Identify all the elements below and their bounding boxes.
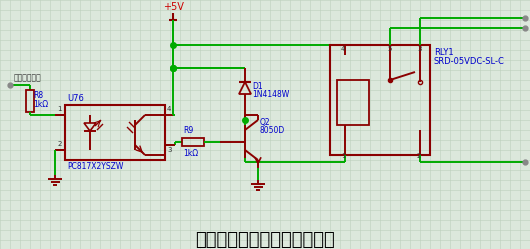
Text: 8050D: 8050D: [260, 126, 285, 135]
Text: 3: 3: [167, 147, 172, 153]
Text: PC817X2YSZW: PC817X2YSZW: [67, 162, 123, 171]
Text: 1: 1: [57, 106, 62, 112]
Text: 3: 3: [417, 46, 421, 52]
Text: 输入电平控制: 输入电平控制: [14, 73, 42, 82]
Text: D1: D1: [252, 82, 263, 91]
Text: 4: 4: [341, 46, 346, 52]
Bar: [330, 45, 430, 155]
Text: 继电器与光耦构成的开关电路: 继电器与光耦构成的开关电路: [195, 231, 335, 249]
Bar: [65, 105, 165, 160]
Text: SRD-05VDC-SL-C: SRD-05VDC-SL-C: [434, 57, 505, 66]
Text: 2: 2: [417, 153, 421, 159]
Bar: [182, 138, 204, 146]
Text: 1: 1: [341, 153, 346, 159]
Text: 4: 4: [167, 106, 171, 112]
Text: +5V: +5V: [163, 2, 183, 12]
Text: Q2: Q2: [260, 118, 271, 127]
Text: R9: R9: [183, 126, 193, 135]
Text: 1kΩ: 1kΩ: [183, 149, 198, 158]
Text: 1N4148W: 1N4148W: [252, 90, 289, 99]
Text: U76: U76: [67, 94, 84, 103]
Text: RLY1: RLY1: [434, 48, 454, 57]
Text: 2: 2: [58, 141, 62, 147]
Bar: [337, 80, 369, 125]
Text: 5: 5: [387, 46, 391, 52]
Bar: [26, 90, 34, 112]
Text: 1kΩ: 1kΩ: [33, 100, 48, 109]
Text: R8: R8: [33, 91, 43, 100]
